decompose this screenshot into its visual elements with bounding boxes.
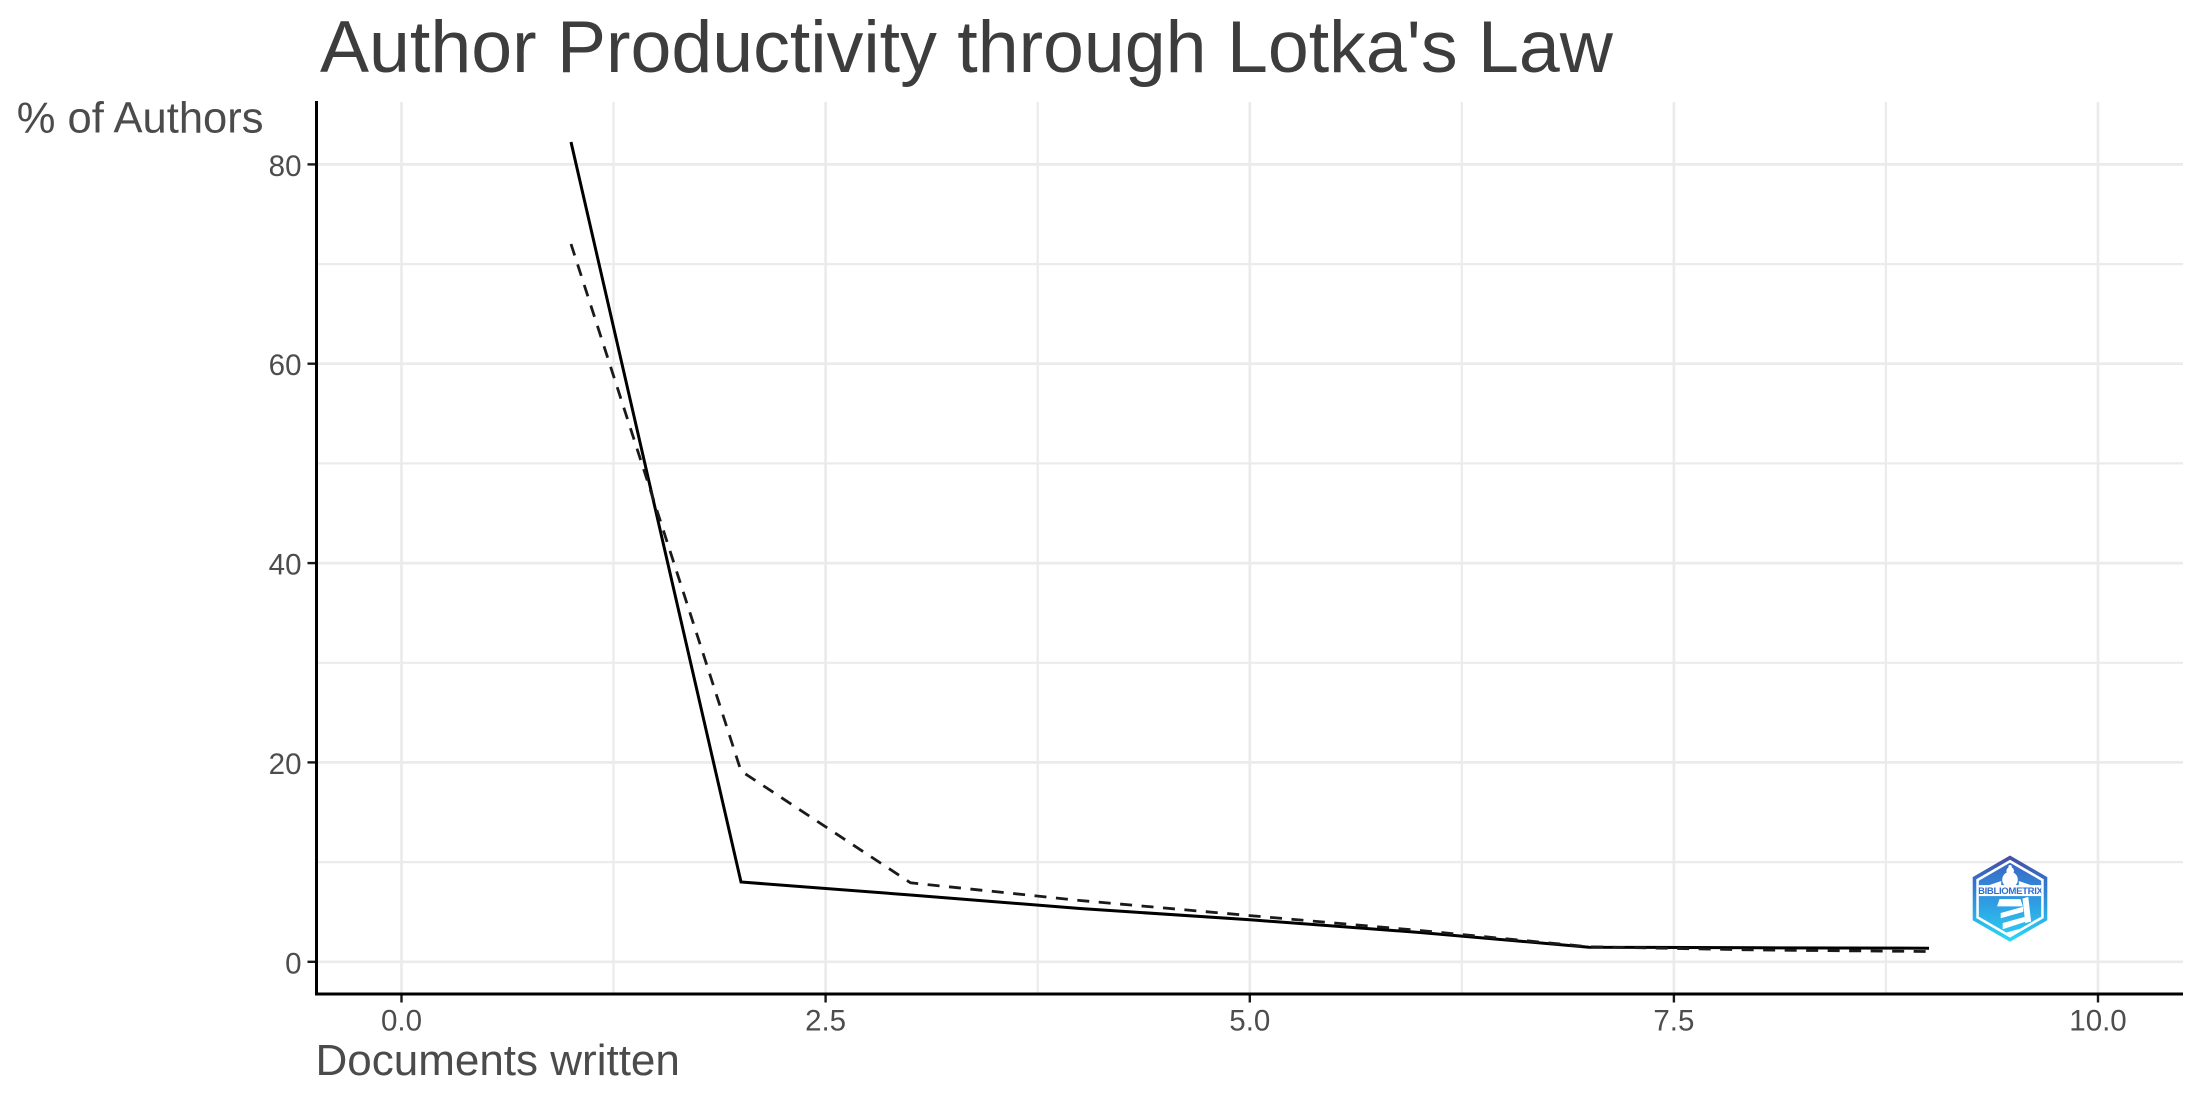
svg-text:Author Productivity through Lo: Author Productivity through Lotka's Law	[320, 5, 1614, 88]
svg-text:10.0: 10.0	[2069, 1005, 2126, 1038]
svg-text:20: 20	[269, 748, 302, 781]
svg-text:2.5: 2.5	[805, 1005, 846, 1038]
svg-text:80: 80	[269, 150, 302, 183]
svg-text:BIBLIOMETRIX: BIBLIOMETRIX	[1978, 886, 2044, 897]
svg-text:Documents written: Documents written	[316, 1036, 680, 1085]
svg-text:% of Authors: % of Authors	[17, 95, 264, 143]
svg-text:7.5: 7.5	[1653, 1005, 1694, 1038]
svg-text:0: 0	[285, 947, 301, 980]
svg-text:60: 60	[269, 349, 302, 382]
svg-text:40: 40	[269, 549, 302, 582]
svg-text:5.0: 5.0	[1229, 1005, 1270, 1038]
svg-text:0.0: 0.0	[381, 1005, 422, 1038]
